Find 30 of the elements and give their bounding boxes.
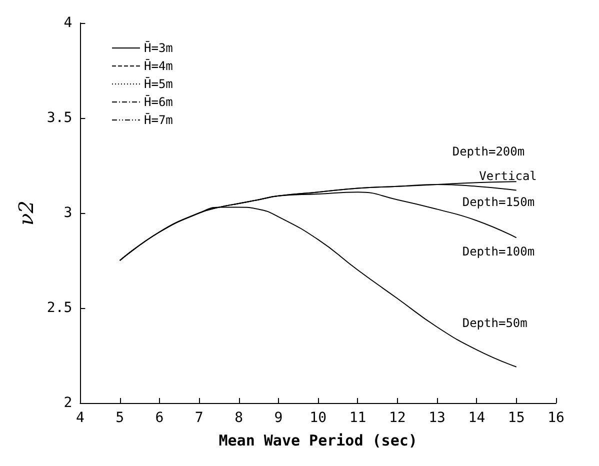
x-tick-label: 9 <box>274 410 283 426</box>
x-tick-label: 13 <box>428 410 446 426</box>
series-label: Depth=150m <box>462 195 535 210</box>
x-tick-label: 12 <box>388 410 406 426</box>
y-tick-label: 3 <box>64 205 72 221</box>
y-axis-title: ν2 <box>14 200 38 226</box>
series-label: Depth=50m <box>462 316 528 330</box>
x-axis-title: Mean Wave Period (sec) <box>218 432 418 450</box>
annotation: H̄=7m <box>144 112 173 127</box>
annotation: H̄=6m <box>144 94 173 109</box>
x-tick-label: 7 <box>194 410 204 426</box>
series-label: Depth=100m <box>462 244 535 259</box>
x-tick-label: 15 <box>508 410 525 426</box>
y-tick-label: 2.5 <box>46 300 72 316</box>
x-tick-label: 8 <box>234 410 244 426</box>
annotation: H̄=5m <box>144 76 173 91</box>
annotation: H̄=3m <box>144 40 173 55</box>
x-tick-label: 10 <box>310 410 327 426</box>
x-tick-label: 4 <box>76 410 84 426</box>
x-tick-label: 5 <box>116 410 124 426</box>
x-tick-label: 11 <box>349 410 366 426</box>
y-tick-label: 3.5 <box>46 110 72 126</box>
x-tick-label: 14 <box>468 410 486 426</box>
y-tick-label: 4 <box>64 15 72 31</box>
annotation: Vertical <box>479 169 537 183</box>
y-tick-label: 2 <box>64 395 72 411</box>
x-tick-label: 6 <box>155 410 164 426</box>
x-tick-label: 16 <box>548 410 564 426</box>
annotation: H̄=4m <box>144 58 173 73</box>
text: Depth=200m <box>452 144 525 159</box>
